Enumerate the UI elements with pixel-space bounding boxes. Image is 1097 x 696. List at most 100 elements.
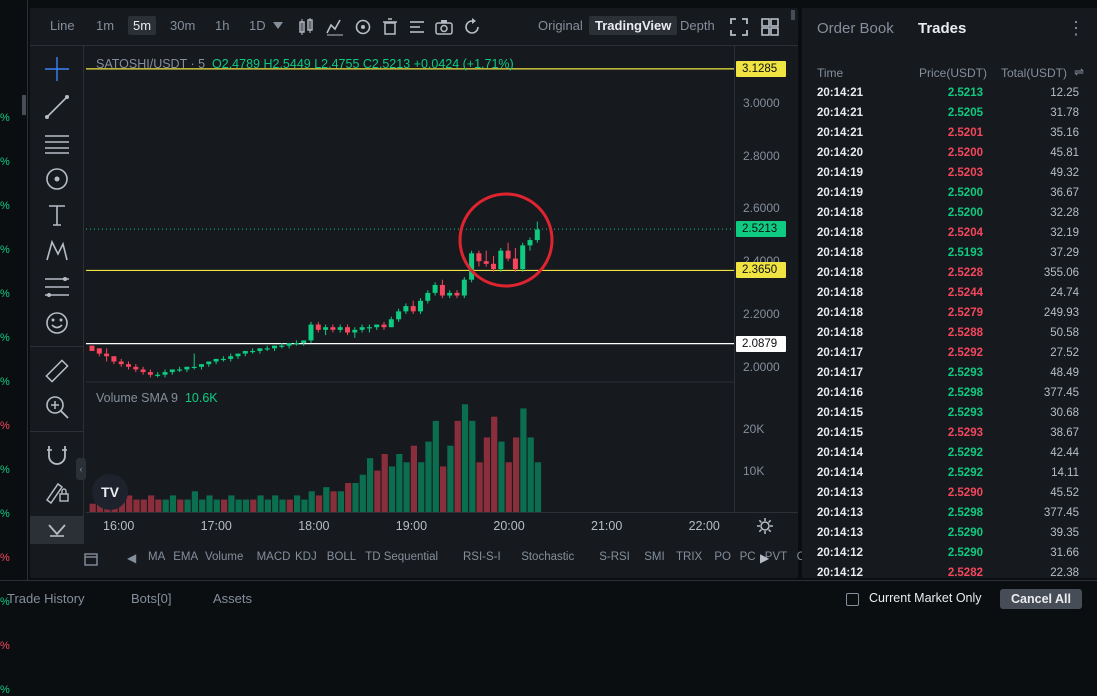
trades-list[interactable]: 20:14:21 2.5213 12.25 20:14:21 2.5205 31.78 20… [802,84,1097,576]
layout-grid-icon[interactable] [761,18,779,36]
pattern-tool-icon[interactable] [44,238,70,264]
trade-row: 20:14:19 2.5200 36.67 [802,184,1097,204]
candle-body [388,319,394,328]
annotation-circle[interactable] [458,192,554,288]
candle [534,221,540,243]
time-tick: 17:00 [200,519,232,533]
indicator-trix[interactable]: TRIX [676,551,703,563]
indicator-po[interactable]: PO [714,551,732,563]
time-tick: 19:00 [395,519,428,533]
indicators-scroll-right-icon[interactable]: ▶ [760,551,770,565]
tab-order-book[interactable]: Order Book [817,20,894,37]
text-tool-icon[interactable] [44,202,70,228]
chart-plot-area[interactable] [86,46,734,512]
view-tradingview[interactable]: TradingView [589,16,678,35]
trade-time: 20:14:17 [817,367,864,379]
emoji-icon[interactable] [44,310,70,336]
indicator-ema[interactable]: EMA [173,551,199,563]
candle [279,343,285,349]
calendar-icon[interactable] [84,552,98,566]
indicator-s-rsi[interactable]: S-RSI [599,551,630,563]
timeframe-1d[interactable]: 1D [249,18,266,33]
indicator-rsi-s-i[interactable]: RSI-S-I [463,551,501,563]
settings-circle-icon[interactable] [354,18,372,36]
tab-assets[interactable]: Assets [213,591,253,606]
timeframe-5m[interactable]: 5m [128,16,157,35]
replay-icon[interactable] [463,18,481,36]
candle-body [403,306,409,312]
horizontal-lines-icon[interactable] [44,130,70,156]
candle-body [359,327,365,330]
col-time: Time [817,66,844,80]
trade-time: 20:14:18 [817,227,864,239]
price-axis[interactable]: 3.0000 2.8000 2.6000 2.4000 2.2000 2.0000 20K 1… [734,46,798,512]
cancel-all-button[interactable]: Cancel All [1000,589,1082,609]
indicator-pvt[interactable]: PVT [764,551,788,563]
volume-bar [286,499,293,512]
market-change-12: % [0,640,10,652]
indicator-td-sequential[interactable]: TD Sequential [365,551,439,563]
indicator-kdj[interactable]: KDJ [295,551,317,563]
indicator-volume[interactable]: Volume [205,551,244,563]
volume-bar [410,445,417,512]
trade-time: 20:14:14 [817,447,864,459]
view-original[interactable]: Original [538,18,583,33]
chart-type-line[interactable]: Line [50,18,75,33]
trade-row: 20:14:21 2.5201 35.16 [802,124,1097,144]
timeframe-dropdown-icon[interactable] [273,22,283,30]
list-icon[interactable] [408,18,426,36]
time-axis[interactable]: 16:00 17:00 18:00 19:00 20:00 21:00 22:00 [86,512,798,540]
lock-drawing-icon[interactable] [44,478,70,504]
candle [140,366,146,375]
trade-time: 20:14:21 [817,87,864,99]
trade-price: 2.5290 [947,547,983,559]
fullscreen-icon[interactable] [730,18,748,36]
volume-bar [425,441,432,512]
tab-trades[interactable]: Trades [918,20,967,37]
timeframe-30m[interactable]: 30m [170,18,196,33]
candle [461,277,467,299]
indicator-pc[interactable]: PC [739,551,756,563]
zoom-in-icon[interactable] [44,394,70,420]
volume-bar [257,495,264,512]
indicators-icon[interactable] [326,18,344,36]
chart-settings-gear-icon[interactable] [757,518,773,534]
candle [242,350,248,357]
indicator-boll[interactable]: BOLL [326,551,357,563]
candle-body [118,361,124,365]
market-change-6: % [0,376,10,388]
indicator-macd[interactable]: MACD [256,551,291,563]
fib-tool-icon[interactable] [44,274,70,300]
volume-bar [476,462,483,512]
candle [330,324,336,333]
timeframe-1m[interactable]: 1m [96,18,115,33]
circle-tool-icon[interactable] [44,166,70,192]
tab-trade-history[interactable]: Trade History [7,591,85,606]
swap-total-icon[interactable]: ⇌ [1074,65,1085,79]
ruler-icon[interactable] [44,358,70,384]
timeframe-1h[interactable]: 1h [215,18,230,33]
price-tag: 3.1285 [736,60,786,77]
more-options-icon[interactable]: ⋮ [1067,18,1085,38]
indicator-smi[interactable]: SMI [644,551,665,563]
candle-body [512,258,518,270]
tab-bots[interactable]: Bots[0] [131,591,172,606]
hide-drawings-button[interactable] [30,516,84,544]
candle-type-icon[interactable] [298,18,314,36]
right-scroll-thumb[interactable] [791,10,795,20]
volume-bar [461,404,469,512]
indicator-stochastic[interactable]: Stochastic [521,551,575,563]
volume-tick: 10K [743,463,765,478]
scroll-thumb[interactable] [22,95,26,115]
view-depth[interactable]: Depth [680,18,715,33]
indicator-ma[interactable]: MA [148,551,166,563]
trash-icon[interactable] [382,18,398,36]
trade-time: 20:14:15 [817,427,864,439]
indicators-scroll-left-icon[interactable]: ◀ [127,551,137,565]
crosshair-icon[interactable] [44,56,70,82]
trend-line-icon[interactable] [44,94,70,120]
candle-body [534,229,540,241]
magnet-icon[interactable] [44,442,70,468]
camera-icon[interactable] [435,18,453,36]
collapse-toolbar-button[interactable]: ‹ [76,458,86,480]
